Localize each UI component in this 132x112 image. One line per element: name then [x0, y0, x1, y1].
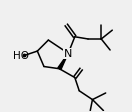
Text: HO: HO [13, 51, 29, 60]
Polygon shape [58, 54, 68, 70]
Text: N: N [64, 49, 72, 59]
